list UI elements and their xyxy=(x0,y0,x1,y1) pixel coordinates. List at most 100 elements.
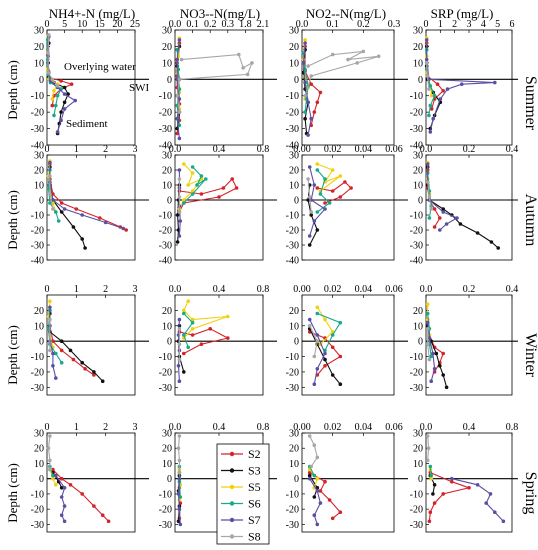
y-tick-label: 20 xyxy=(162,306,172,317)
data-point-S2 xyxy=(450,479,454,484)
data-point-S2 xyxy=(59,79,63,83)
x-tick-label: 1 xyxy=(74,144,79,155)
data-point-S6 xyxy=(190,165,195,169)
data-point-S2 xyxy=(441,492,446,496)
data-point-S6 xyxy=(204,177,208,181)
y-tick-label: 0 xyxy=(418,75,423,86)
data-point-S6 xyxy=(190,192,195,196)
data-point-S7 xyxy=(425,162,430,166)
legend-box xyxy=(216,443,270,545)
series-line-S2 xyxy=(178,178,238,213)
data-point-S3 xyxy=(80,237,84,241)
data-point-S7 xyxy=(307,317,312,322)
data-point-S8 xyxy=(179,57,184,62)
x-tick-label: 3 xyxy=(133,422,138,433)
data-point-S3 xyxy=(68,348,73,353)
y-tick-label: 0 xyxy=(294,474,299,485)
data-point-S8 xyxy=(376,54,381,59)
y-tick-label: -20 xyxy=(410,226,423,237)
y-tick-label: -40 xyxy=(410,141,423,152)
data-point-S8 xyxy=(237,52,241,57)
legend-label-S5: S5 xyxy=(248,480,261,494)
data-point-S8 xyxy=(177,458,182,463)
plot-frame xyxy=(425,294,513,396)
y-tick-label: 30 xyxy=(34,429,44,440)
data-point-S8 xyxy=(177,77,182,82)
data-point-S3 xyxy=(312,495,317,499)
data-point-S3 xyxy=(438,364,442,368)
data-point-S7 xyxy=(177,379,182,384)
data-point-S2 xyxy=(441,351,446,356)
x-tick-label: 0.2 xyxy=(357,19,370,30)
data-point-S7 xyxy=(51,351,55,356)
series-line-S7 xyxy=(309,166,326,237)
data-point-S8 xyxy=(426,446,431,451)
series-line-S2 xyxy=(309,331,342,376)
data-point-S6 xyxy=(54,103,58,108)
y-tick-label: 20 xyxy=(34,166,44,177)
data-point-S2 xyxy=(427,519,432,524)
data-point-S2 xyxy=(106,519,111,524)
y-tick-label: -20 xyxy=(286,108,299,119)
data-point-S2 xyxy=(92,373,96,377)
data-point-S3 xyxy=(330,373,335,377)
data-point-S3 xyxy=(444,385,449,390)
data-point-S7 xyxy=(307,165,312,169)
plot-frame xyxy=(301,294,395,396)
data-point-S8 xyxy=(425,74,430,78)
data-point-S8 xyxy=(424,61,429,65)
x-tick-label: 0.8 xyxy=(257,144,270,155)
data-point-S6 xyxy=(428,103,433,108)
y-tick-label: 20 xyxy=(34,444,44,455)
y-tick-label: -30 xyxy=(159,124,172,135)
data-point-S7 xyxy=(432,367,437,371)
data-point-S8 xyxy=(48,174,52,178)
x-tick-label: 2 xyxy=(103,284,108,295)
series-line-S6 xyxy=(183,166,207,204)
y-tick-label: 0 xyxy=(167,337,172,348)
data-point-S6 xyxy=(330,333,335,337)
data-point-S6 xyxy=(432,93,437,98)
series-line-S2 xyxy=(317,181,352,204)
y-tick-label: -10 xyxy=(410,489,423,500)
data-point-S8 xyxy=(306,64,310,68)
data-point-S2 xyxy=(71,357,76,362)
data-point-S8 xyxy=(177,110,182,114)
y-tick-label: -30 xyxy=(31,124,44,135)
panel-spring-14: 0.00 0.02 0.04 0.06 30 20 10 0 -10 -20 -30 xyxy=(286,422,408,533)
series-line-S6 xyxy=(183,313,194,348)
data-point-S2 xyxy=(217,195,221,199)
data-point-S6 xyxy=(182,333,186,337)
data-point-S5 xyxy=(330,168,335,172)
data-point-S7 xyxy=(431,351,435,356)
data-point-S7 xyxy=(307,234,312,238)
data-point-S8 xyxy=(177,177,182,181)
y-tick-label: 10 xyxy=(162,181,172,192)
data-point-S5 xyxy=(303,38,307,42)
x-tick-label: 0 xyxy=(45,19,50,30)
y-tick-label: 20 xyxy=(34,306,44,317)
y-tick-label: -20 xyxy=(159,505,172,516)
data-point-S2 xyxy=(428,510,433,514)
data-point-S2 xyxy=(68,483,73,487)
data-point-S2 xyxy=(83,367,87,371)
data-point-S3 xyxy=(306,198,310,202)
y-tick-label: 10 xyxy=(413,321,423,332)
y-tick-label: -10 xyxy=(410,211,423,222)
y-tick-label: 30 xyxy=(413,151,423,162)
data-point-S6 xyxy=(51,473,55,478)
data-point-S3 xyxy=(182,370,186,374)
y-tick-label: -40 xyxy=(286,256,299,267)
data-point-S5 xyxy=(54,483,58,487)
data-point-S2 xyxy=(330,516,335,521)
y-tick-label: -20 xyxy=(31,226,44,237)
data-point-S8 xyxy=(177,470,182,475)
data-point-S7 xyxy=(59,513,64,517)
x-tick-label: 0.1 xyxy=(326,19,339,30)
y-tick-label: -30 xyxy=(31,383,44,394)
data-point-S8 xyxy=(425,434,430,438)
x-tick-label: 25 xyxy=(130,19,140,30)
data-point-S7 xyxy=(177,168,182,172)
